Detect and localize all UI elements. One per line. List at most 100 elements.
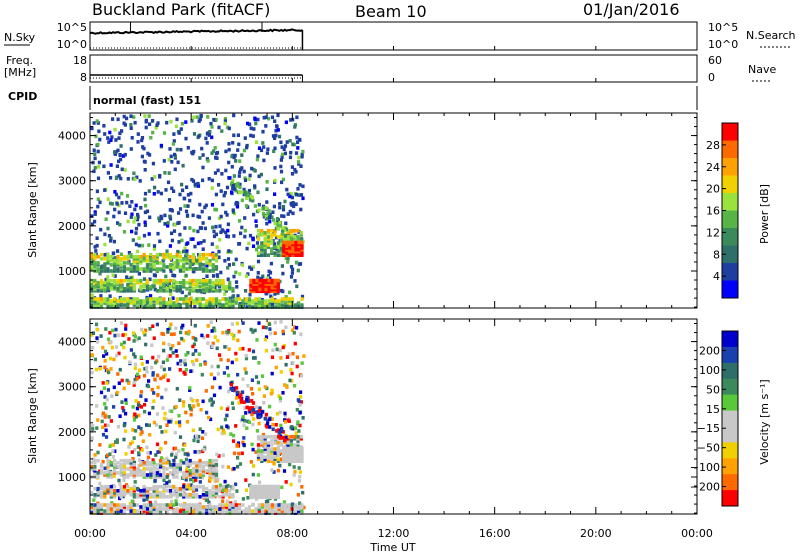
data-cell <box>281 391 285 395</box>
data-cell <box>116 287 120 291</box>
data-cell <box>109 176 113 180</box>
data-cell <box>231 509 235 513</box>
data-cell <box>299 390 303 394</box>
data-cell <box>124 452 128 456</box>
data-cell <box>170 238 174 243</box>
data-cell <box>124 398 128 402</box>
data-cell <box>270 355 275 360</box>
data-cell <box>283 383 287 387</box>
data-cell <box>198 257 202 261</box>
data-cell <box>119 463 123 467</box>
data-cell <box>129 255 133 259</box>
data-cell <box>180 336 184 341</box>
data-cell <box>96 204 100 209</box>
data-cell <box>277 507 281 511</box>
data-cell <box>208 505 212 509</box>
data-cell <box>129 114 133 118</box>
data-cell <box>106 465 110 469</box>
data-cell <box>124 429 128 433</box>
data-cell <box>99 303 104 307</box>
data-cell <box>132 493 136 497</box>
data-cell <box>257 361 261 365</box>
data-cell <box>172 261 176 265</box>
data-cell <box>119 321 124 325</box>
data-cell <box>174 349 178 353</box>
data-cell <box>116 493 120 497</box>
data-cell <box>241 417 245 421</box>
data-cell <box>95 236 99 240</box>
data-cell <box>195 434 199 438</box>
data-cell <box>159 505 163 509</box>
data-cell <box>279 140 283 145</box>
data-cell <box>228 305 232 309</box>
data-cell <box>106 453 110 458</box>
data-cell <box>149 301 153 305</box>
data-cell <box>242 187 246 192</box>
data-cell <box>288 290 292 295</box>
data-cell <box>116 259 120 263</box>
data-cell <box>214 259 219 263</box>
data-cell <box>103 232 107 237</box>
data-cell <box>95 426 99 430</box>
data-cell <box>218 299 222 303</box>
data-cell <box>254 121 258 126</box>
data-cell <box>182 511 186 515</box>
data-cell <box>142 285 146 289</box>
data-cell <box>129 269 133 273</box>
data-cell <box>244 297 248 301</box>
data-cell <box>270 241 274 245</box>
data-cell <box>105 352 109 356</box>
data-cell <box>198 303 202 307</box>
data-cell <box>264 124 268 128</box>
data-cell <box>188 280 192 285</box>
data-cell <box>291 240 295 245</box>
data-cell <box>126 285 130 289</box>
data-cell <box>178 297 182 301</box>
data-cell <box>119 176 123 181</box>
data-cell <box>113 303 117 307</box>
data-cell <box>280 214 284 218</box>
colorbar-segment <box>722 442 738 459</box>
data-cell <box>273 447 277 451</box>
data-cell <box>275 412 279 416</box>
data-cell <box>273 484 277 489</box>
data-cell <box>175 261 179 265</box>
data-cell <box>263 237 267 241</box>
data-cell <box>273 251 277 255</box>
data-cell <box>236 148 240 152</box>
data-cell <box>185 503 189 507</box>
data-cell <box>287 352 291 356</box>
data-cell <box>132 220 136 224</box>
data-cell <box>191 257 196 261</box>
colorbar-tick-label: 100 <box>699 364 720 377</box>
data-cell <box>261 305 265 309</box>
data-cell <box>117 351 121 356</box>
data-cell <box>284 507 288 511</box>
data-cell <box>122 507 127 511</box>
data-cell <box>201 257 205 261</box>
data-cell <box>251 237 255 241</box>
data-cell <box>165 252 169 257</box>
data-cell <box>293 167 297 172</box>
data-cell <box>182 493 186 497</box>
data-cell <box>290 503 294 507</box>
data-cell <box>230 401 235 405</box>
data-cell <box>206 131 210 135</box>
data-cell <box>147 411 151 416</box>
data-cell <box>299 374 304 378</box>
data-cell <box>236 201 240 205</box>
data-cell <box>292 331 296 335</box>
data-cell <box>159 495 163 499</box>
data-cell <box>249 284 253 288</box>
data-cell <box>145 503 150 507</box>
data-cell <box>188 297 192 301</box>
data-cell <box>266 245 270 249</box>
data-cell <box>117 478 121 483</box>
data-cell <box>221 229 225 233</box>
data-cell <box>255 410 259 414</box>
data-cell <box>91 346 95 350</box>
data-cell <box>289 231 293 235</box>
data-cell <box>224 503 228 507</box>
data-cell <box>145 445 149 450</box>
data-cell <box>245 426 249 430</box>
